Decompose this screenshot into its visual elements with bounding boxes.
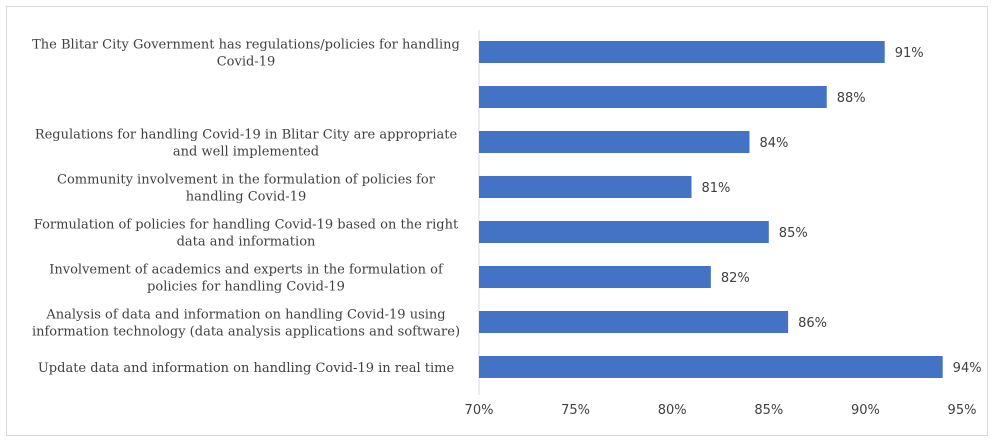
category-label-6-line-1: Involvement of academics and experts in … bbox=[49, 263, 444, 278]
value-label-4: 81% bbox=[702, 181, 731, 196]
bar-8 bbox=[479, 356, 943, 378]
value-label-3: 84% bbox=[759, 136, 788, 151]
category-label-3-line-2: and well implemented bbox=[173, 145, 319, 160]
value-label-8: 94% bbox=[953, 361, 982, 376]
value-label-7: 86% bbox=[798, 316, 827, 331]
category-label-7-line-1: Analysis of data and information on hand… bbox=[45, 308, 445, 323]
value-label-2: 88% bbox=[837, 91, 866, 106]
bar-5 bbox=[479, 221, 769, 243]
bar-7 bbox=[479, 311, 789, 333]
value-label-1: 91% bbox=[895, 46, 924, 61]
category-label-7-line-2: information technology (data analysis ap… bbox=[32, 325, 460, 340]
bar-3 bbox=[479, 131, 750, 153]
category-label-5-line-2: data and information bbox=[177, 235, 316, 250]
value-label-6: 82% bbox=[721, 271, 750, 286]
x-tick-label-1: 70% bbox=[465, 403, 494, 418]
category-label-4-line-2: handling Covid-19 bbox=[186, 190, 307, 205]
bar-2 bbox=[479, 86, 827, 108]
category-label-5-line-1: Formulation of policies for handling Cov… bbox=[34, 218, 459, 233]
category-label-4-line-1: Community involvement in the formulation… bbox=[57, 173, 436, 188]
bar-4 bbox=[479, 176, 692, 198]
x-tick-label-3: 80% bbox=[658, 403, 687, 418]
x-tick-label-5: 90% bbox=[851, 403, 880, 418]
category-label-6-line-2: policies for handling Covid-19 bbox=[147, 280, 345, 295]
category-label-1-line-1: The Blitar City Government has regulatio… bbox=[32, 38, 460, 53]
x-tick-label-2: 75% bbox=[561, 403, 590, 418]
x-tick-label-4: 85% bbox=[754, 403, 783, 418]
category-label-1-line-2: Covid-19 bbox=[217, 55, 276, 70]
x-tick-label-6: 95% bbox=[948, 403, 977, 418]
bar-1 bbox=[479, 41, 885, 63]
category-label-8: Update data and information on handling … bbox=[38, 361, 455, 376]
bar-6 bbox=[479, 266, 711, 288]
value-label-5: 85% bbox=[779, 226, 808, 241]
category-label-3-line-1: Regulations for handling Covid-19 in Bli… bbox=[35, 128, 458, 143]
